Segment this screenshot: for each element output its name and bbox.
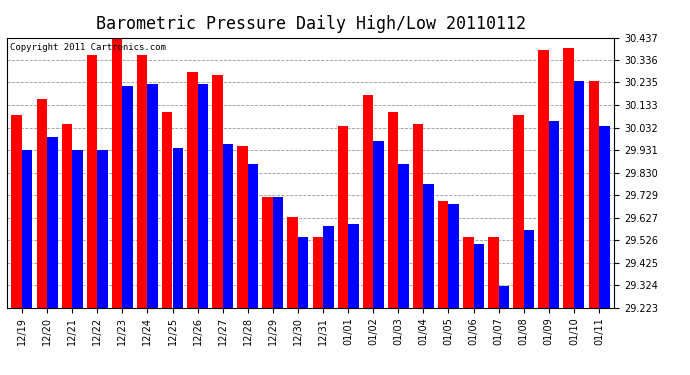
Bar [599, 126, 609, 308]
Bar [262, 197, 273, 308]
Bar [298, 237, 308, 308]
Bar [223, 144, 233, 308]
Bar [313, 237, 323, 308]
Bar [473, 244, 484, 308]
Bar [373, 141, 384, 308]
Bar [448, 204, 459, 308]
Bar [137, 55, 148, 308]
Bar [187, 72, 197, 308]
Bar [197, 84, 208, 308]
Bar [72, 150, 83, 308]
Bar [438, 201, 449, 308]
Bar [574, 81, 584, 308]
Bar [122, 86, 133, 308]
Bar [97, 150, 108, 308]
Bar [589, 81, 599, 308]
Bar [398, 164, 409, 308]
Bar [549, 122, 560, 308]
Bar [524, 230, 534, 308]
Bar [513, 115, 524, 308]
Bar [348, 224, 359, 308]
Bar [37, 99, 47, 308]
Bar [12, 115, 22, 308]
Bar [323, 226, 333, 308]
Bar [148, 84, 158, 308]
Bar [87, 55, 97, 308]
Bar [61, 124, 72, 308]
Bar [288, 217, 298, 308]
Bar [538, 50, 549, 308]
Bar [388, 112, 398, 308]
Bar [172, 148, 183, 308]
Bar [488, 237, 499, 308]
Bar [337, 126, 348, 308]
Bar [363, 94, 373, 308]
Bar [47, 137, 57, 308]
Bar [564, 48, 574, 308]
Bar [499, 286, 509, 308]
Bar [212, 75, 223, 308]
Bar [237, 146, 248, 308]
Bar [22, 150, 32, 308]
Bar [273, 197, 284, 308]
Bar [424, 184, 434, 308]
Bar [248, 164, 258, 308]
Bar [162, 112, 172, 308]
Text: Barometric Pressure Daily High/Low 20110112: Barometric Pressure Daily High/Low 20110… [95, 15, 526, 33]
Bar [112, 39, 122, 308]
Bar [413, 124, 424, 308]
Bar [463, 237, 473, 308]
Text: Copyright 2011 Cartronics.com: Copyright 2011 Cartronics.com [10, 43, 166, 52]
